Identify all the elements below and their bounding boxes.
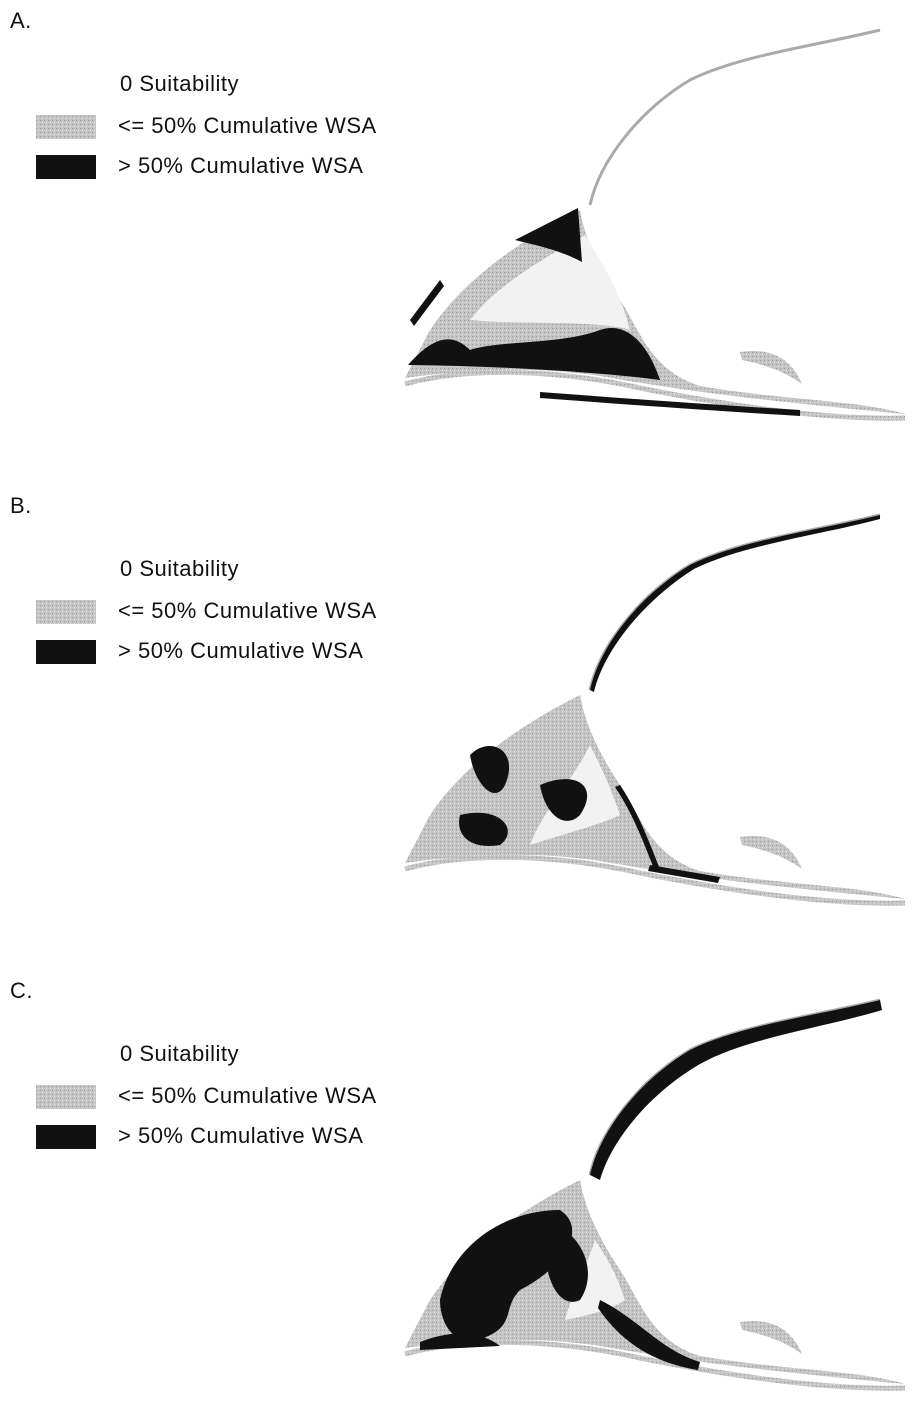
- panel: B. 0 Suitability <= 50% Cumulative WSA > 50…: [10, 493, 905, 903]
- high-suitability: [408, 328, 660, 380]
- legend-label: <= 50% Cumulative WSA: [118, 598, 377, 623]
- high-suitability: [590, 1000, 882, 1180]
- legend-swatch: [36, 600, 96, 624]
- high-suitability: [540, 392, 800, 416]
- legend-label: > 50% Cumulative WSA: [118, 1123, 363, 1148]
- legend-label: 0 Suitability: [120, 1041, 239, 1066]
- high-suitability: [459, 812, 508, 846]
- legend-swatch: [36, 155, 96, 179]
- high-suitability: [515, 208, 582, 262]
- high-suitability: [590, 515, 880, 692]
- map: [405, 1000, 905, 1388]
- map: [405, 30, 905, 418]
- low-suitability: [470, 235, 630, 330]
- panel: A. 0 Suitability <= 50% Cumulative WSA > 50…: [10, 8, 905, 418]
- panel-label: B.: [10, 493, 32, 518]
- panel: C. 0 Suitability <= 50% Cumulative WSA > 50…: [10, 978, 905, 1388]
- high-suitability: [470, 746, 510, 794]
- panel-label: C.: [10, 978, 33, 1003]
- legend-label: > 50% Cumulative WSA: [118, 638, 363, 663]
- legend-label: > 50% Cumulative WSA: [118, 153, 363, 178]
- high-suitability: [540, 779, 588, 821]
- high-suitability: [615, 785, 660, 871]
- high-suitability: [648, 865, 720, 883]
- legend-swatch: [36, 115, 96, 139]
- high-suitability: [410, 280, 444, 326]
- high-suitability: [420, 1333, 500, 1350]
- map: [405, 515, 905, 903]
- legend-swatch: [36, 1085, 96, 1109]
- high-suitability: [598, 1300, 700, 1370]
- high-suitability: [544, 1220, 588, 1302]
- legend-label: 0 Suitability: [120, 556, 239, 581]
- legend-label: <= 50% Cumulative WSA: [118, 1083, 377, 1108]
- legend-label: <= 50% Cumulative WSA: [118, 113, 377, 138]
- panel-label: A.: [10, 8, 32, 33]
- legend-label: 0 Suitability: [120, 71, 239, 96]
- legend-swatch: [36, 640, 96, 664]
- high-suitability: [440, 1210, 573, 1342]
- legend-swatch: [36, 1125, 96, 1149]
